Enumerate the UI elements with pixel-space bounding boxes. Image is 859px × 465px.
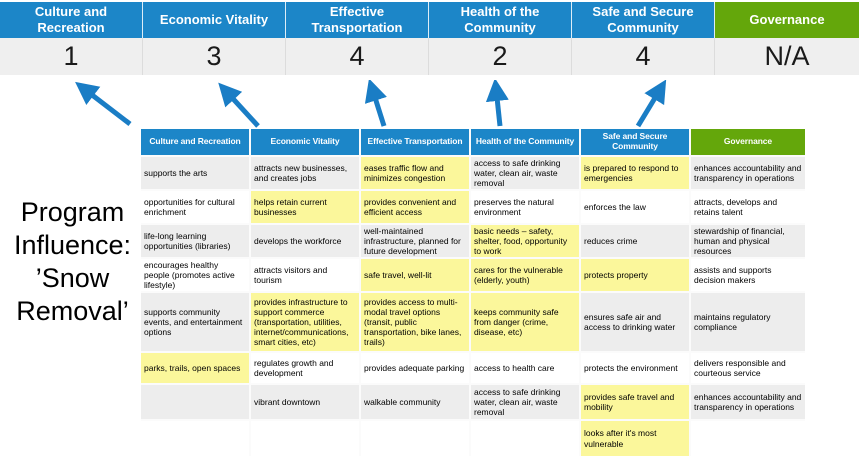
matrix-cell: ensures safe air and access to drinking … <box>581 293 689 351</box>
matrix-header-cell: Governance <box>691 129 805 155</box>
banner-column: Economic Vitality 3 <box>143 2 286 75</box>
up-arrow-icon <box>218 82 260 128</box>
matrix-cell: enhances accountability and transparency… <box>691 385 805 419</box>
matrix-cell: delivers responsible and courteous servi… <box>691 353 805 383</box>
program-influence-line: ’Snow <box>35 263 110 293</box>
banner-score-cell: 4 <box>572 38 715 75</box>
matrix-cell: life-long learning opportunities (librar… <box>141 225 249 257</box>
matrix-cell: looks after it's most vulnerable <box>581 421 689 456</box>
matrix-cell: parks, trails, open spaces <box>141 353 249 383</box>
matrix-cell: provides convenient and efficient access <box>361 191 469 223</box>
program-influence-line: Program <box>20 197 125 227</box>
banner-header-cell: Safe and Secure Community <box>572 2 715 38</box>
up-arrow-icon <box>635 80 667 128</box>
matrix-cell: is prepared to respond to emergencies <box>581 157 689 189</box>
matrix-cell: basic needs – safety, shelter, food, opp… <box>471 225 579 257</box>
matrix-cell: safe travel, well-lit <box>361 259 469 291</box>
matrix-cell: supports community events, and entertain… <box>141 293 249 351</box>
banner-header-cell: Culture and Recreation <box>0 2 143 38</box>
matrix-cell: stewardship of financial, human and phys… <box>691 225 805 257</box>
matrix-cell <box>251 421 359 456</box>
banner-score-cell: 3 <box>143 38 286 75</box>
matrix-cell: maintains regulatory compliance <box>691 293 805 351</box>
matrix-cell <box>691 421 805 456</box>
matrix-cell: cares for the vulnerable (elderly, youth… <box>471 259 579 291</box>
matrix-cell: protects the environment <box>581 353 689 383</box>
matrix-cell: walkable community <box>361 385 469 419</box>
program-influence-line: Removal’ <box>16 296 129 326</box>
matrix-header-cell: Safe and Secure Community <box>581 129 689 155</box>
up-arrow-icon <box>485 80 509 127</box>
banner-column: Culture and Recreation 1 <box>0 2 143 75</box>
banner-header-cell: Effective Transportation <box>286 2 429 38</box>
matrix-header-cell: Effective Transportation <box>361 129 469 155</box>
matrix-cell: helps retain current businesses <box>251 191 359 223</box>
matrix-cell: provides access to multi-modal travel op… <box>361 293 469 351</box>
matrix-cell <box>361 421 469 456</box>
banner-column: Health of the Community 2 <box>429 2 572 75</box>
matrix-cell: provides safe travel and mobility <box>581 385 689 419</box>
banner-column: Governance N/A <box>715 2 859 75</box>
matrix-cell: attracts, develops and retains talent <box>691 191 805 223</box>
matrix-cell: regulates growth and development <box>251 353 359 383</box>
matrix-cell <box>141 421 249 456</box>
matrix-cell: attracts visitors and tourism <box>251 259 359 291</box>
matrix-cell: enforces the law <box>581 191 689 223</box>
banner-column: Safe and Secure Community 4 <box>572 2 715 75</box>
influence-matrix-table: Culture and Recreation Economic Vitality E… <box>141 129 805 456</box>
matrix-cell: provides infrastructure to support comme… <box>251 293 359 351</box>
matrix-cell <box>141 385 249 419</box>
matrix-cell: enhances accountability and transparency… <box>691 157 805 189</box>
matrix-cell: access to safe drinking water, clean air… <box>471 157 579 189</box>
matrix-cell: keeps community safe from danger (crime,… <box>471 293 579 351</box>
program-influence-line: Influence: <box>13 230 132 260</box>
influence-arrows <box>75 80 667 128</box>
matrix-header-cell: Health of the Community <box>471 129 579 155</box>
banner-score-cell: N/A <box>715 38 859 75</box>
matrix-cell: preserves the natural environment <box>471 191 579 223</box>
banner-column: Effective Transportation 4 <box>286 2 429 75</box>
matrix-header-cell: Economic Vitality <box>251 129 359 155</box>
matrix-cell: provides adequate parking <box>361 353 469 383</box>
up-arrow-icon <box>364 80 387 127</box>
matrix-cell: reduces crime <box>581 225 689 257</box>
matrix-cell: access to safe drinking water, clean air… <box>471 385 579 419</box>
matrix-cell: supports the arts <box>141 157 249 189</box>
program-influence-label: Program Influence: ’Snow Removal’ <box>0 196 145 328</box>
matrix-header-cell: Culture and Recreation <box>141 129 249 155</box>
matrix-cell: vibrant downtown <box>251 385 359 419</box>
score-banner: Culture and Recreation 1 Economic Vitality… <box>0 2 859 75</box>
banner-score-cell: 2 <box>429 38 572 75</box>
matrix-cell: eases traffic flow and minimizes congest… <box>361 157 469 189</box>
matrix-cell: attracts new businesses, and creates job… <box>251 157 359 189</box>
banner-header-cell: Governance <box>715 2 859 38</box>
matrix-cell: encourages healthy people (promotes acti… <box>141 259 249 291</box>
matrix-cell: access to health care <box>471 353 579 383</box>
matrix-cell: well-maintained infrastructure, planned … <box>361 225 469 257</box>
matrix-cell: opportunities for cultural enrichment <box>141 191 249 223</box>
up-arrow-icon <box>75 81 132 126</box>
banner-score-cell: 1 <box>0 38 143 75</box>
matrix-cell: protects property <box>581 259 689 291</box>
banner-header-cell: Economic Vitality <box>143 2 286 38</box>
matrix-cell: develops the workforce <box>251 225 359 257</box>
banner-header-cell: Health of the Community <box>429 2 572 38</box>
banner-score-cell: 4 <box>286 38 429 75</box>
matrix-cell <box>471 421 579 456</box>
matrix-cell: assists and supports decision makers <box>691 259 805 291</box>
